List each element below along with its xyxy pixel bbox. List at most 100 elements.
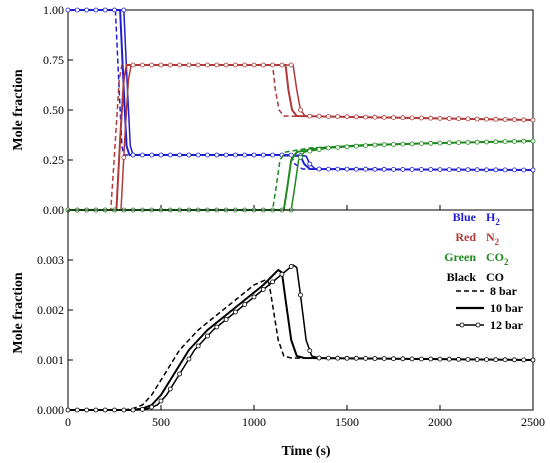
- top-marker-h2-12-bar: [465, 167, 471, 173]
- legend: Blue H2 Red N2 Green CO2 Black CO8 bar 10 bar 12 …: [444, 210, 523, 332]
- top-marker-h2-12-bar: [372, 166, 378, 172]
- top-marker-h2-12-bar: [502, 167, 508, 173]
- top-marker-co2-12-bar: [335, 144, 341, 150]
- top-marker-h2-12-bar: [409, 166, 415, 172]
- top-marker-co2-12-bar: [409, 141, 415, 147]
- bottom-marker-co-12-bar: [260, 287, 266, 292]
- top-marker-h2-12-bar: [353, 166, 359, 172]
- top-marker-n2-12-bar: [344, 114, 350, 120]
- top-marker-h2-12-bar: [307, 161, 313, 167]
- bottom-marker-co-12-bar: [158, 398, 164, 404]
- top-series-n2-8-bar: [68, 64, 534, 211]
- bottom-marker-co-12-bar: [112, 407, 117, 413]
- top-marker-h2-12-bar: [74, 7, 80, 13]
- top-marker-h2-12-bar: [316, 166, 322, 172]
- top-marker-h2-12-bar: [260, 152, 266, 158]
- top-marker-h2-12-bar: [400, 166, 406, 172]
- bottom-marker-co-12-bar: [474, 357, 480, 362]
- top-series-n2-10-bar: [68, 64, 534, 211]
- legend-gas-label: H2: [486, 210, 500, 227]
- top-series-h2-8-bar: [68, 9, 534, 171]
- bottom-marker-co-12-bar: [102, 407, 108, 413]
- top-marker-n2-12-bar: [437, 116, 443, 121]
- top-y-tick-label: 0.00: [43, 203, 64, 217]
- top-marker-co2-12-bar: [307, 148, 313, 154]
- top-marker-co2-12-bar: [465, 139, 471, 145]
- top-marker-n2-12-bar: [260, 62, 266, 68]
- bottom-marker-co-12-bar: [177, 371, 183, 377]
- top-marker-h2-12-bar: [530, 167, 536, 173]
- bottom-marker-co-12-bar: [428, 356, 434, 362]
- x-tick-label: 1000: [242, 415, 266, 429]
- bottom-marker-co-12-bar: [446, 356, 452, 362]
- legend-gas-label: CO: [486, 270, 504, 284]
- top-marker-n2-12-bar: [400, 115, 406, 121]
- top-y-tick-label: 0.25: [43, 153, 64, 167]
- top-y-tick-label: 1.00: [43, 3, 64, 17]
- top-marker-co2-12-bar: [372, 142, 378, 148]
- bottom-marker-co-12-bar: [391, 356, 396, 362]
- top-marker-co2-12-bar: [298, 154, 303, 160]
- top-marker-n2-12-bar: [381, 115, 387, 120]
- bottom-marker-co-12-bar: [400, 356, 406, 362]
- top-marker-n2-12-bar: [270, 62, 276, 68]
- top-marker-co2-12-bar: [316, 147, 322, 152]
- top-marker-h2-12-bar: [121, 7, 127, 13]
- bottom-marker-co-12-bar: [437, 356, 443, 362]
- top-marker-n2-12-bar: [298, 107, 303, 113]
- top-marker-co2-12-bar: [391, 141, 396, 147]
- legend-gas-subscript: 2: [504, 257, 509, 267]
- top-marker-h2-12-bar: [242, 152, 248, 158]
- bottom-marker-co-12-bar: [530, 357, 536, 363]
- top-series-h2-12-bar: [68, 9, 534, 171]
- bottom-series-co-8-bar: [68, 279, 534, 411]
- bottom-marker-co-12-bar: [493, 357, 499, 363]
- bottom-marker-co-12-bar: [139, 406, 145, 412]
- bottom-y-tick-label: 0.003: [37, 253, 64, 267]
- legend-line-label: 12 bar: [490, 318, 524, 332]
- legend-color-name: Black: [447, 270, 477, 284]
- bottom-marker-co-12-bar: [456, 356, 462, 362]
- top-marker-co2-12-bar: [456, 140, 462, 146]
- bottom-marker-co-12-bar: [288, 264, 294, 269]
- bottom-marker-co-12-bar: [512, 357, 517, 363]
- top-marker-n2-12-bar: [521, 117, 527, 123]
- bottom-marker-co-12-bar: [418, 356, 424, 362]
- top-marker-n2-12-bar: [232, 62, 238, 68]
- top-marker-co2-12-bar: [428, 140, 434, 146]
- top-marker-h2-12-bar: [493, 167, 499, 173]
- top-marker-h2-12-bar: [149, 152, 155, 158]
- top-marker-h2-12-bar: [65, 7, 71, 13]
- bottom-marker-co-12-bar: [84, 407, 89, 413]
- legend-line-label: 10 bar: [490, 301, 524, 315]
- bottom-marker-co-12-bar: [149, 404, 155, 410]
- x-tick-label: 1500: [335, 415, 359, 429]
- top-marker-n2-12-bar: [130, 62, 136, 68]
- top-panel: 0.00 0.25 0.50 0.75 1.00: [43, 3, 536, 217]
- top-marker-h2-12-bar: [205, 152, 210, 158]
- top-marker-n2-12-bar: [279, 62, 285, 68]
- legend-marker-sample: [459, 322, 465, 328]
- bottom-marker-co-12-bar: [270, 279, 276, 285]
- top-marker-h2-12-bar: [446, 167, 452, 173]
- x-axis-label: Time (s): [281, 444, 330, 459]
- top-marker-h2-12-bar: [195, 152, 201, 158]
- bottom-series-co-12-bar: [68, 264, 534, 411]
- bottom-marker-co-12-bar: [205, 333, 210, 339]
- top-series-n2-12-bar: [68, 64, 534, 211]
- top-marker-n2-12-bar: [409, 115, 415, 121]
- top-marker-n2-12-bar: [372, 114, 378, 120]
- bottom-marker-co-12-bar: [251, 294, 257, 300]
- x-tick-label: 500: [152, 415, 170, 429]
- top-marker-n2-12-bar: [502, 117, 508, 122]
- top-marker-h2-12-bar: [456, 167, 462, 173]
- top-marker-n2-12-bar: [512, 117, 517, 123]
- bottom-marker-co-12-bar: [307, 348, 313, 354]
- top-marker-h2-12-bar: [158, 152, 164, 158]
- top-marker-n2-12-bar: [428, 115, 434, 121]
- bottom-marker-co-12-bar: [465, 356, 471, 362]
- top-marker-h2-12-bar: [325, 166, 331, 172]
- top-marker-n2-12-bar: [446, 116, 452, 121]
- top-marker-n2-12-bar: [391, 115, 396, 120]
